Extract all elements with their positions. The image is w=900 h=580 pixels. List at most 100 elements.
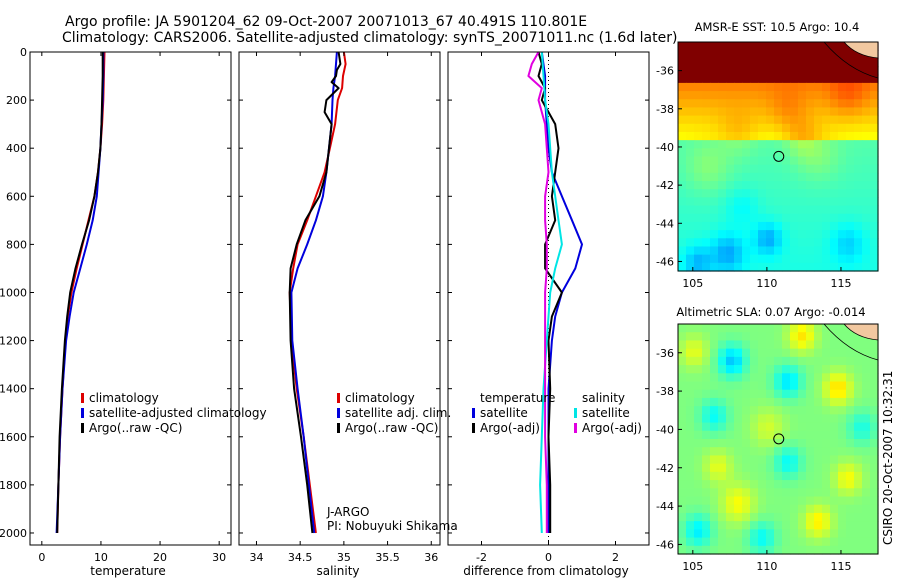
map-cell xyxy=(814,99,823,109)
map-cell xyxy=(710,422,719,432)
map-y-tick-label: -38 xyxy=(656,103,674,116)
map-cell xyxy=(830,172,839,182)
map-cell xyxy=(870,496,879,506)
map-cell xyxy=(790,512,799,522)
map-cell xyxy=(694,107,703,117)
map-cell xyxy=(710,529,719,539)
map-cell xyxy=(734,365,743,374)
map-cell xyxy=(854,455,863,465)
map-cell xyxy=(822,99,831,109)
map-cell xyxy=(710,115,719,125)
legend-label-argo: Argo(..raw -QC) xyxy=(345,421,438,435)
map-cell xyxy=(774,455,783,465)
map-cell xyxy=(862,156,871,166)
map-cell xyxy=(822,131,831,141)
map-cell xyxy=(798,140,807,149)
map-cell xyxy=(798,123,807,133)
map-cell xyxy=(718,504,727,514)
map-cell xyxy=(814,82,823,92)
map-cell xyxy=(686,430,695,440)
map-cell xyxy=(822,74,831,84)
map-cell xyxy=(678,115,687,125)
map-y-tick-label: -36 xyxy=(656,65,674,78)
map-cell xyxy=(822,463,831,473)
map-cell xyxy=(870,91,879,100)
difference-axes-frame xyxy=(447,51,650,546)
map-cell xyxy=(814,254,823,264)
map-cell xyxy=(846,238,855,248)
map-cell xyxy=(806,455,815,465)
map-cell xyxy=(742,332,751,342)
map-cell xyxy=(742,115,751,125)
map-cell xyxy=(862,205,871,215)
map-cell xyxy=(766,455,775,465)
y-tick-label: 2000 xyxy=(0,527,27,540)
map-cell xyxy=(750,365,759,374)
map-cell xyxy=(686,42,695,51)
map-cell xyxy=(846,504,855,514)
map-cell xyxy=(806,148,815,158)
map-cell xyxy=(798,262,807,272)
y-tick-label: 1800 xyxy=(0,479,27,492)
map-cell xyxy=(782,521,791,530)
map-cell xyxy=(822,254,831,264)
map-cell xyxy=(830,455,839,465)
map-cell xyxy=(822,406,831,415)
map-cell xyxy=(750,254,759,264)
map-cell xyxy=(766,422,775,432)
map-cell xyxy=(790,430,799,440)
map-cell xyxy=(726,521,735,530)
map-cell xyxy=(806,422,815,432)
map-cell xyxy=(718,488,727,498)
map-cell xyxy=(838,213,847,223)
map-cell xyxy=(822,471,831,481)
map-cell xyxy=(798,189,807,198)
map-cell xyxy=(718,82,727,92)
map-cell xyxy=(710,156,719,166)
map-cell xyxy=(726,50,735,59)
map-cell xyxy=(718,99,727,109)
map-cell xyxy=(854,373,863,383)
map-cell xyxy=(790,205,799,215)
map-cell xyxy=(718,189,727,198)
map-cell xyxy=(686,496,695,506)
map-cell xyxy=(702,107,711,117)
map-cell xyxy=(790,148,799,158)
float-position-marker xyxy=(773,150,785,162)
map-cell xyxy=(718,373,727,383)
map-cell xyxy=(702,447,711,457)
map-cell xyxy=(822,221,831,231)
map-cell xyxy=(702,463,711,473)
map-cell xyxy=(686,181,695,190)
map-cell xyxy=(862,496,871,506)
map-cell xyxy=(846,213,855,223)
map-cell xyxy=(798,447,807,457)
x-tick-label: 2 xyxy=(612,551,619,564)
map-cell xyxy=(830,74,839,84)
map-cell xyxy=(806,488,815,498)
map-cell xyxy=(694,373,703,383)
map-cell xyxy=(838,230,847,239)
map-cell xyxy=(758,221,767,231)
salinity-xlabel: salinity xyxy=(316,564,359,578)
map-cell xyxy=(718,537,727,547)
map-cell xyxy=(710,99,719,109)
map-cell xyxy=(686,373,695,383)
map-cell xyxy=(678,156,687,166)
map-cell xyxy=(854,340,863,350)
map-cell xyxy=(694,172,703,182)
map-cell xyxy=(750,496,759,506)
map-cell xyxy=(806,189,815,198)
map-cell xyxy=(710,521,719,530)
map-cell xyxy=(734,480,743,489)
map-cell xyxy=(742,172,751,182)
map-cell xyxy=(678,246,687,256)
map-cell xyxy=(702,213,711,223)
map-cell xyxy=(846,91,855,100)
map-cell xyxy=(734,238,743,248)
map-cell xyxy=(790,373,799,383)
map-cell xyxy=(750,488,759,498)
map-cell xyxy=(678,74,687,84)
map-cell xyxy=(710,324,719,333)
map-cell xyxy=(790,521,799,530)
